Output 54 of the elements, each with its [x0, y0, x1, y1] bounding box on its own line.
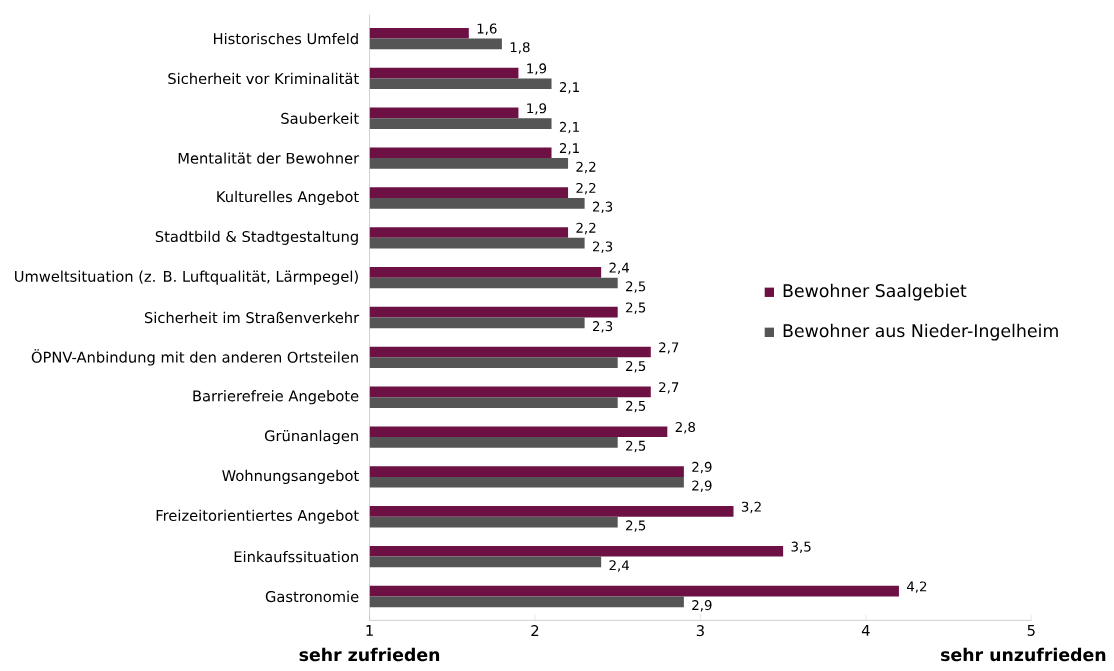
y-tick-label: Wohnungsangebot [222, 469, 359, 484]
data-label: 2,2 [576, 222, 596, 235]
data-label: 2,1 [559, 121, 579, 134]
x-tick-label: 5 [1027, 625, 1035, 636]
data-label: 2,4 [609, 560, 630, 572]
x-tick-label: 3 [696, 625, 704, 637]
y-tick-label: Gastronomie [265, 590, 359, 603]
y-tick-label: Sicherheit vor Kriminalität [168, 72, 359, 85]
data-label: 2,7 [659, 342, 679, 354]
data-label: 2,3 [592, 321, 613, 333]
y-tick-label: Sicherheit im Straßenverkehr [144, 311, 360, 324]
y-tick-label: Barrierefreie Angebote [193, 390, 359, 405]
x-tick-label: 4 [861, 625, 870, 636]
data-label: 2,5 [626, 520, 646, 532]
data-label: 1,9 [527, 63, 547, 75]
data-label: 2,3 [592, 201, 613, 213]
data-label: 2,2 [576, 161, 596, 174]
legend-label: Bewohner aus Nieder-Ingelheim [783, 323, 1058, 341]
y-tick-label: Kulturelles Angebot [217, 190, 359, 206]
data-label: 2,1 [559, 81, 579, 94]
y-tick-label: Historisches Umfeld [214, 32, 358, 45]
y-tick-label: Mentalität der Bewohner [178, 152, 360, 164]
data-label: 2,4 [609, 262, 630, 275]
text: sehr unzufrieden [941, 647, 1106, 662]
data-label: 2,9 [692, 600, 712, 612]
data-label: 2,5 [626, 400, 646, 413]
data-label: 2,7 [659, 382, 679, 394]
data-label: 2,1 [559, 143, 579, 155]
data-label: 2,5 [626, 440, 646, 453]
data-label: 1,9 [527, 103, 547, 115]
data-label: 2,9 [692, 461, 712, 474]
y-tick-label: Sauberkeit [281, 112, 359, 124]
data-label: 2,9 [692, 480, 712, 492]
y-tick-label: Umweltsituation (z. B. Luftqualität, Lärmpegel) [15, 270, 358, 285]
data-label: 2,3 [592, 241, 613, 253]
data-label: 4,2 [906, 581, 927, 593]
data-label: 2,5 [626, 281, 646, 293]
data-label: 1,8 [510, 42, 530, 54]
y-tick-label: Freizeitorientiertes Angebot [156, 509, 359, 524]
text: sehr zufrieden [299, 647, 440, 662]
y-tick-label: Einkaufssituation [234, 550, 358, 563]
y-tick-label: ÖPNV-Anbindung mit den anderen Ortsteilen [31, 349, 358, 366]
x-tick-label: 2 [531, 625, 539, 636]
y-tick-label: Grünanlagen [264, 429, 358, 445]
data-label: 2,8 [675, 421, 696, 434]
legend-label: Bewohner Saalgebiet [783, 283, 967, 301]
data-label: 2,2 [576, 182, 596, 195]
data-label: 3,5 [791, 541, 811, 553]
data-label: 2,5 [626, 302, 646, 314]
data-label: 1,6 [477, 23, 497, 35]
x-tick-label: 1 [366, 625, 373, 636]
y-tick-label: Stadtbild & Stadtgestaltung [155, 230, 358, 245]
data-label: 2,5 [626, 360, 646, 373]
data-label: 3,2 [741, 501, 761, 514]
